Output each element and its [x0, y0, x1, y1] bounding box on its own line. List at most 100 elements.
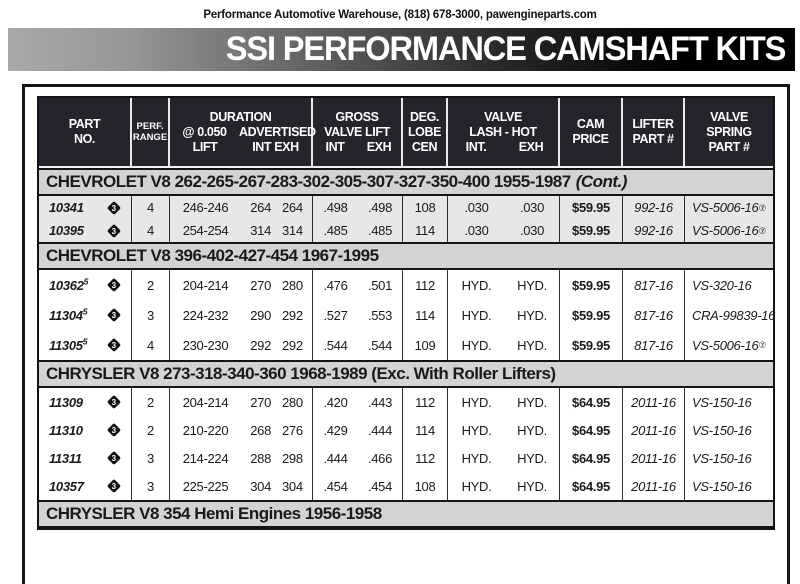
- cell-lash-exh: .030: [505, 219, 560, 242]
- cell-duration-advertised: 270 280: [241, 388, 313, 416]
- table-header-row: PART NO. PERF. RANGE DURATION @ 0.050 AD…: [39, 98, 773, 168]
- section-title: CHEVROLET V8 396-402-427-454 1967-1995: [46, 246, 379, 265]
- section-title-suffix: (Cont.): [575, 172, 628, 191]
- diamond-3-number: 3: [111, 226, 117, 235]
- table-body: CHEVROLET V8 262-265-267-283-302-305-307…: [39, 168, 776, 528]
- cell-lash-int: .030: [464, 223, 489, 238]
- cell-part-no: 113045 3: [39, 300, 132, 330]
- cell-part-no: 10395 3: [39, 219, 132, 242]
- part-number: 10357: [49, 478, 84, 494]
- cell-duration-advertised: 290 292: [241, 300, 313, 330]
- diamond-3-icon: 3: [106, 337, 122, 353]
- cell-gross-lift-exh: .485: [358, 219, 403, 242]
- cell-lifter-part: 992-16: [623, 196, 685, 219]
- col-header-deg-lobe-cen: DEG. LOBE CEN: [403, 98, 448, 166]
- cell-gross-lift-int: .485: [323, 223, 348, 238]
- cell-valve-spring-part: VS-150-16: [692, 450, 752, 466]
- cell-lash-exh: HYD.: [505, 388, 560, 416]
- cell-cam-price: $64.95: [560, 444, 623, 472]
- cell-lash-exh: HYD.: [505, 270, 560, 300]
- cell-lobe-center: 112: [403, 388, 448, 416]
- diamond-3-number: 3: [111, 453, 117, 463]
- cell-lobe-center: 108: [403, 196, 448, 219]
- section-header: CHEVROLET V8 262-265-267-283-302-305-307…: [39, 168, 773, 196]
- cell-duration-advertised: 268 276: [241, 416, 313, 444]
- cell-part-no: 103625 3: [39, 270, 132, 300]
- cell-cam-price: $64.95: [560, 388, 623, 416]
- cell-lifter-part: 2011-16: [623, 444, 685, 472]
- cell-part-no: 11309 3: [39, 388, 132, 416]
- cell-gross-lift-exh: .466: [358, 444, 403, 472]
- cell-duration-050: 230-230: [182, 337, 229, 353]
- cell-gross-lift-int: .420: [323, 394, 348, 410]
- section-header: CHRYSLER V8 273-318-340-360 1968-1989 (E…: [39, 360, 773, 388]
- cell-lifter-part: 817-16: [623, 300, 685, 330]
- cell-lash-int: HYD.: [461, 394, 492, 410]
- cell-gross-lift-exh: .444: [358, 416, 403, 444]
- diamond-3-icon: 3: [106, 223, 122, 238]
- cell-lobe-center: 108: [403, 472, 448, 500]
- cell-perf-range: 2: [132, 416, 170, 444]
- cell-cam-price: $64.95: [560, 416, 623, 444]
- advertised-exh: 276: [282, 422, 303, 438]
- cell-duration-advertised: 314 314: [241, 219, 313, 242]
- col-header-duration: DURATION @ 0.050 ADVERTISED LIFT INT EXH: [170, 98, 316, 166]
- cell-lash-int: HYD.: [461, 277, 492, 293]
- cell-valve-spring-part: CRA-99839-16: [692, 307, 776, 323]
- cell-valve-spring-part: VS-150-16: [692, 478, 752, 494]
- cell-lash-exh: HYD.: [505, 444, 560, 472]
- cell-gross-lift-int: .476: [323, 277, 348, 293]
- section-header: CHEVROLET V8 396-402-427-454 1967-1995: [39, 242, 773, 270]
- cell-lifter-part: 817-16: [623, 270, 685, 300]
- diamond-3-icon: 3: [106, 307, 122, 323]
- cell-gross-lift-int: .429: [323, 422, 348, 438]
- diamond-3-number: 3: [111, 481, 117, 491]
- advertised-exh: 280: [282, 277, 303, 293]
- cell-duration-050: 254-254: [182, 223, 229, 238]
- section-title: CHRYSLER V8 354 Hemi Engines 1956-1958: [46, 504, 382, 523]
- cell-gross-lift-int: .444: [323, 450, 348, 466]
- col-header-perf-range: PERF. RANGE: [132, 98, 170, 166]
- cell-gross-lift-int: .454: [323, 478, 348, 494]
- section-rows: 103625 3 2 204-214 270 280.476.501 112 HYD. HYD.…: [39, 270, 776, 360]
- cell-gross-lift-int: .527: [323, 307, 348, 323]
- section-title: CHRYSLER V8 273-318-340-360 1968-1989 (E…: [46, 364, 556, 383]
- section-rows: 10341 3 4 246-246 264 264.498.498 108.030.030 $…: [39, 196, 773, 242]
- part-number: 11309: [49, 394, 83, 410]
- advertised-pair: 290 292: [250, 308, 303, 323]
- cell-lobe-center: 112: [403, 270, 448, 300]
- cell-perf-range: 4: [132, 219, 170, 242]
- advertised-exh: 292: [282, 337, 303, 353]
- part-number: 103625: [49, 276, 89, 293]
- cell-cam-price: $64.95: [560, 472, 623, 500]
- cell-perf-range: 4: [132, 196, 170, 219]
- cell-lobe-center: 114: [403, 219, 448, 242]
- part-number: 10341: [49, 200, 84, 215]
- contact-line: Performance Automotive Warehouse, (818) …: [203, 9, 597, 21]
- diamond-3-number: 3: [111, 280, 117, 290]
- cell-lobe-center: 109: [403, 330, 448, 360]
- cell-part-no: 10357 3: [39, 472, 132, 500]
- advertised-int: 268: [250, 422, 271, 438]
- cell-perf-range: 3: [132, 300, 170, 330]
- diamond-3-icon: 3: [106, 394, 122, 410]
- col-header-cam-price: CAM PRICE: [560, 98, 623, 166]
- advertised-int: 290: [250, 307, 271, 323]
- section-rows: 11309 3 2 204-214 270 280.420.443 112 HYD. HYD. $…: [39, 388, 773, 500]
- advertised-exh: 292: [282, 307, 303, 323]
- advertised-pair: 288 298: [250, 451, 303, 466]
- advertised-exh: 264: [282, 200, 303, 215]
- cell-valve-spring-part: VS-150-16: [692, 422, 752, 438]
- cell-lobe-center: 114: [403, 300, 448, 330]
- cell-lash-int: HYD.: [461, 422, 492, 438]
- advertised-exh: 314: [282, 223, 303, 238]
- cell-perf-range: 2: [132, 388, 170, 416]
- cell-duration-050: 225-225: [182, 478, 229, 494]
- cell-duration-050: 204-214: [182, 394, 229, 410]
- cell-lifter-part: 992-16: [623, 219, 685, 242]
- advertised-int: 270: [250, 394, 271, 410]
- diamond-3-icon: 3: [106, 200, 122, 215]
- cell-duration-050: 214-224: [182, 450, 229, 466]
- part-footnote: 5: [83, 276, 89, 287]
- cell-duration-advertised: 270 280: [241, 270, 313, 300]
